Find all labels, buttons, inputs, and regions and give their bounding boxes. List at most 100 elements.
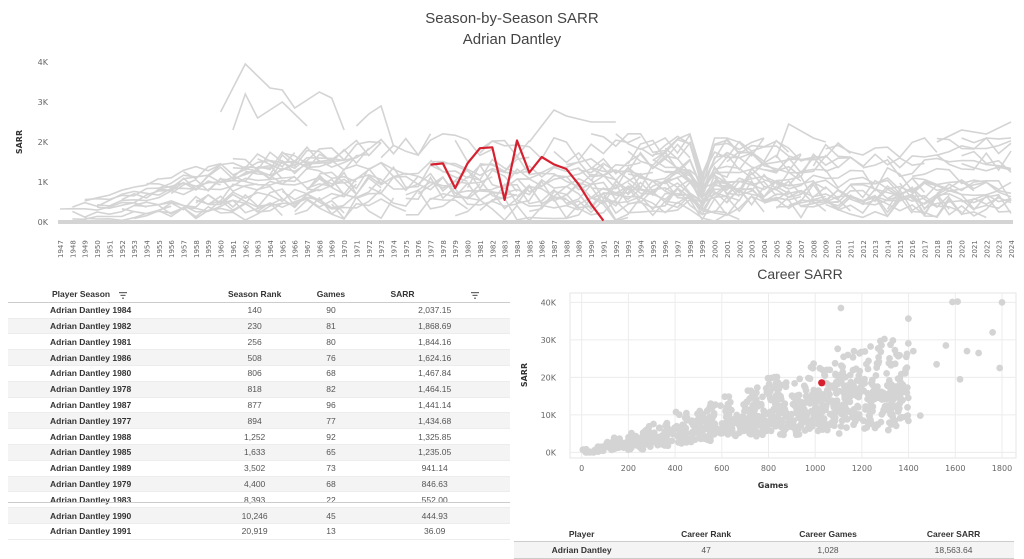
background-series-line xyxy=(627,179,802,204)
table-row[interactable]: Adrian Dantley 1991 20,919 13 36.09 xyxy=(8,523,510,540)
background-series-line xyxy=(72,201,209,218)
table-row[interactable]: Adrian Dantley 47 1,028 18,563.64 xyxy=(514,541,1014,559)
scatter-point xyxy=(942,342,950,349)
table-row[interactable]: Adrian Dantley 1978 818 82 1,464.15 xyxy=(8,381,510,398)
table-row[interactable]: Adrian Dantley 1988 1,252 92 1,325.85 xyxy=(8,428,510,445)
table-row[interactable]: Adrian Dantley 1981 256 80 1,844.16 xyxy=(8,333,510,351)
scatter-point xyxy=(963,347,971,355)
x-tick-label: 2018 xyxy=(934,240,942,258)
scatter-point xyxy=(867,343,874,350)
scatter-point xyxy=(805,374,812,382)
table-row[interactable]: Adrian Dantley 1977 894 77 1,434.68 xyxy=(8,412,510,430)
col-header-career-sarr[interactable]: Career SARR xyxy=(893,526,1014,542)
scatter-point xyxy=(771,384,779,392)
y-axis-label: SARR xyxy=(520,363,529,387)
scatter-point xyxy=(810,360,817,367)
scatter-point xyxy=(874,360,882,367)
table-row[interactable]: Adrian Dantley 1979 4,400 68 846.63 xyxy=(8,476,510,493)
scatter-point xyxy=(623,439,630,447)
scatter-point xyxy=(753,389,760,397)
x-tick-label: 2020 xyxy=(959,240,967,258)
x-tick-label: 1960 xyxy=(218,240,226,258)
scatter-point xyxy=(837,423,845,430)
x-tick-label: 1975 xyxy=(403,240,411,258)
scatter-point xyxy=(676,429,684,436)
col-header-season-rank[interactable]: Season Rank xyxy=(206,287,303,303)
background-series-line xyxy=(763,156,815,175)
background-series-line xyxy=(936,180,1012,202)
scatter-point xyxy=(816,364,824,372)
scatter-point xyxy=(838,362,845,370)
sort-icon[interactable] xyxy=(470,291,479,299)
y-tick-label: 1K xyxy=(38,178,49,187)
col-header-career-rank[interactable]: Career Rank xyxy=(649,526,763,542)
sarr-cell: 1,434.68 xyxy=(359,412,510,430)
table-row[interactable]: Adrian Dantley 1983 8,393 22 552.00 xyxy=(8,491,510,509)
x-tick-label: 1993 xyxy=(625,240,633,258)
sarr-cell: 1,235.05 xyxy=(359,444,510,461)
table-row[interactable]: Adrian Dantley 1980 806 68 1,467.84 xyxy=(8,365,510,382)
background-series-line xyxy=(97,177,258,210)
scatter-point xyxy=(782,409,790,417)
table-row[interactable]: Adrian Dantley 1986 508 76 1,624.16 xyxy=(8,349,510,366)
scatter-point xyxy=(886,407,893,415)
x-tick-label: 1988 xyxy=(563,240,571,258)
y-axis-label: SARR xyxy=(15,130,24,154)
scatter-point xyxy=(648,438,655,445)
background-series-line xyxy=(553,150,753,196)
scatter-point xyxy=(809,422,816,430)
scatter-point xyxy=(903,384,911,391)
scatter-point xyxy=(669,430,677,438)
career-player-cell: Adrian Dantley xyxy=(514,541,650,559)
x-tick-label: 1962 xyxy=(242,240,250,258)
x-tick-label: 2024 xyxy=(1008,240,1016,258)
scatter-point xyxy=(835,430,843,437)
sort-icon[interactable] xyxy=(118,291,127,299)
x-tick-label: 1977 xyxy=(428,240,436,258)
col-header-player[interactable]: Player xyxy=(514,526,650,542)
table-row[interactable]: Adrian Dantley 1989 3,502 73 941.14 xyxy=(8,460,510,477)
background-series-line xyxy=(195,176,382,205)
x-tick-label: 1950 xyxy=(94,240,102,258)
season-rank-cell: 806 xyxy=(206,365,303,382)
background-series-line xyxy=(257,140,382,171)
table-row[interactable]: Adrian Dantley 1990 10,246 45 444.93 xyxy=(8,507,510,524)
scatter-point xyxy=(883,370,890,377)
career-scatter-chart[interactable]: 0 200 400 600 800 1000 1200 1400 1600 1800 0K 10K 20… xyxy=(512,288,1024,518)
scatter-point xyxy=(835,372,842,379)
x-tick-label: 1957 xyxy=(181,240,189,258)
col-header-label: SARR xyxy=(390,289,415,300)
x-tick-label: 2006 xyxy=(786,240,794,258)
col-header-career-games[interactable]: Career Games xyxy=(762,526,894,542)
table-row[interactable]: Adrian Dantley 1987 877 96 1,441.14 xyxy=(8,397,510,414)
table-row[interactable]: Adrian Dantley 1982 230 81 1,868.69 xyxy=(8,318,510,335)
scatter-point xyxy=(663,434,670,442)
games-cell: 68 xyxy=(302,365,360,382)
scatter-point xyxy=(867,416,874,424)
col-header-player-season[interactable]: Player Season xyxy=(8,287,207,303)
scatter-point xyxy=(884,426,892,434)
sarr-cell: 846.63 xyxy=(359,476,510,493)
table-row[interactable]: Adrian Dantley 1985 1,633 65 1,235.05 xyxy=(8,444,510,461)
scatter-point xyxy=(887,341,894,349)
scatter-point xyxy=(759,431,766,439)
player-season-cell: Adrian Dantley 1983 xyxy=(8,491,207,509)
games-cell: 92 xyxy=(302,428,360,445)
highlight-series-line[interactable] xyxy=(430,139,605,222)
x-tick-label: 1994 xyxy=(637,240,645,258)
col-header-games[interactable]: Games xyxy=(302,287,360,303)
scatter-point xyxy=(892,422,900,430)
scatter-point xyxy=(788,392,796,400)
scatter-point xyxy=(794,423,802,430)
scatter-point xyxy=(796,375,804,383)
season-line-chart[interactable]: SARR 0K 1K 2K 3K 4K 1947 1948 1949 1950 1951 1952 19… xyxy=(0,0,1024,266)
x-tick-label: 1972 xyxy=(366,240,374,258)
background-series-line xyxy=(72,210,135,221)
highlight-point[interactable] xyxy=(818,379,826,387)
scatter-point xyxy=(754,419,761,427)
scatter-point xyxy=(691,423,698,430)
table-row[interactable]: Adrian Dantley 1984 140 90 2,037.15 xyxy=(8,302,510,319)
col-header-sarr[interactable]: SARR xyxy=(359,287,510,303)
background-series-line xyxy=(195,188,320,205)
scatter-point xyxy=(949,298,956,306)
